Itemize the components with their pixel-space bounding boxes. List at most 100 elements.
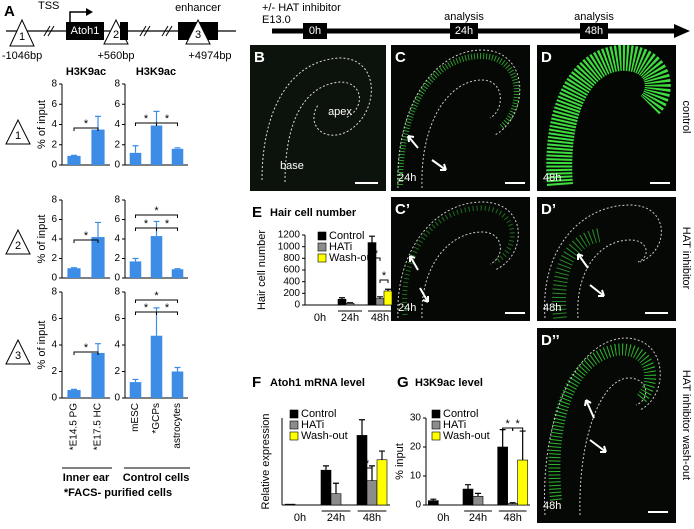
bar	[345, 302, 355, 306]
significance-bracket	[156, 311, 178, 315]
bar	[472, 495, 484, 506]
group-label: Control cells	[123, 472, 190, 484]
bar	[497, 446, 508, 506]
error-bar	[71, 388, 77, 391]
y-tick-label: 0	[114, 273, 120, 284]
enhancer-label: enhancer	[175, 2, 221, 14]
significance-bracket	[73, 239, 99, 243]
bar	[507, 503, 518, 506]
significance-bracket	[156, 122, 178, 126]
significance-label: *	[165, 113, 170, 125]
micrograph-c2	[391, 197, 530, 321]
legend-swatch	[317, 242, 327, 252]
tss-label: TSS	[38, 0, 59, 12]
significance-label: *	[165, 218, 170, 230]
y-tick-label: 0	[51, 393, 57, 404]
legend-label: Wash-out	[301, 430, 348, 442]
bar	[67, 155, 81, 165]
legend-swatch	[317, 231, 327, 241]
bar	[320, 469, 332, 506]
y-tick-label: 8	[114, 287, 120, 298]
legend-swatch	[289, 409, 299, 419]
y-tick-label: 30	[410, 413, 422, 424]
bar	[517, 459, 528, 506]
y-tick-label: 4	[114, 234, 120, 245]
significance-label: *	[382, 270, 387, 282]
y-tick-label: 4	[51, 340, 57, 351]
error-bar	[174, 147, 181, 149]
x-tick-label: mESC	[130, 403, 141, 432]
significance-bracket	[371, 257, 381, 261]
timepoint: 24h	[455, 25, 473, 37]
y-tick-label: 4	[114, 119, 120, 130]
x-tick-label: *E17.5 HC	[93, 403, 104, 450]
y-tick-label: 2	[51, 139, 57, 150]
timepoint-note: analysis	[574, 11, 614, 23]
legend-label: Control	[301, 408, 336, 420]
timeline-stage: E13.0	[262, 14, 291, 26]
error-bar	[379, 450, 385, 460]
bar	[462, 488, 474, 506]
y-tick-label: 6	[51, 313, 57, 324]
bar	[337, 298, 347, 306]
significance-label: *	[144, 218, 149, 230]
bar	[375, 298, 385, 306]
y-axis-label: % of input	[36, 100, 48, 149]
group-label: Inner ear	[63, 472, 110, 484]
legend-label: Control	[329, 230, 364, 242]
x-tick-label: *E14.5 PG	[69, 403, 80, 450]
legend-swatch	[431, 431, 441, 441]
bar	[150, 125, 163, 165]
significance-label: *	[506, 418, 511, 430]
significance-bracket	[73, 351, 99, 355]
bar	[330, 493, 342, 506]
row-label: HAT inhibitor wash-out	[680, 370, 692, 480]
bar	[150, 335, 163, 398]
error-bar	[95, 221, 101, 238]
y-tick-label: 2	[51, 253, 57, 264]
y-tick-label: 6	[51, 214, 57, 225]
row-icon-number: 2	[15, 240, 21, 252]
row-icon	[5, 338, 31, 365]
row-icon-number: 1	[15, 130, 21, 142]
error-bar	[132, 257, 139, 262]
error-bar	[465, 484, 471, 490]
bar	[376, 459, 388, 506]
significance-bracket	[361, 467, 373, 471]
site-number: 2	[113, 29, 119, 41]
y-tick-label: 400	[283, 276, 300, 287]
error-bar	[347, 302, 353, 304]
timeline	[272, 23, 690, 39]
y-tick-label: 0	[114, 160, 120, 171]
y-tick-label: 1200	[278, 230, 301, 241]
panel-label: F	[252, 374, 261, 391]
timepoint: 48h	[585, 25, 603, 37]
significance-label: *	[165, 302, 170, 314]
chart-title: Hair cell number	[270, 207, 357, 219]
bar	[171, 148, 184, 165]
x-tick-label: 24h	[327, 512, 345, 524]
panel-label: E	[252, 204, 262, 221]
image-label: apex	[328, 106, 352, 118]
y-tick-label: 4	[114, 340, 120, 351]
error-bar	[430, 498, 437, 501]
significance-label: *	[374, 248, 379, 260]
x-tick-label: 48h	[371, 312, 389, 324]
micrograph-d3	[537, 328, 676, 523]
error-bar	[359, 419, 365, 436]
y-tick-label: 600	[283, 265, 300, 276]
error-bar	[132, 145, 139, 153]
image-time: 48h	[543, 302, 561, 314]
error-bar	[132, 378, 139, 383]
panel-label: D’	[541, 201, 556, 218]
error-bar	[323, 465, 329, 471]
bar	[91, 352, 105, 398]
error-bar	[377, 296, 383, 299]
panel-label: A	[4, 3, 15, 20]
y-tick-label: 4	[51, 119, 57, 130]
panel-label: D	[541, 49, 552, 66]
significance-bracket	[379, 279, 389, 283]
bar	[150, 236, 163, 278]
x-tick-label: 24h	[469, 512, 487, 524]
bar	[171, 269, 184, 278]
